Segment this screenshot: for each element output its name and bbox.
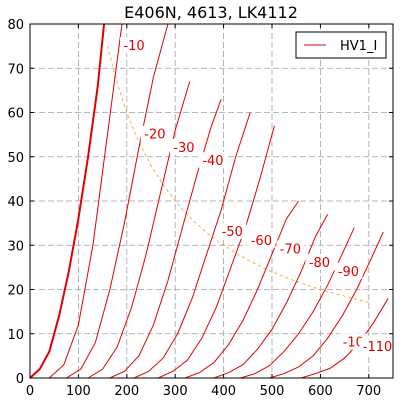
y-tick-label: 40 [7,195,24,210]
curve-label-text: -20 [144,128,165,143]
x-tick-label: 100 [66,384,91,399]
series-line-neg60 [158,125,275,378]
curve-label: -90 [334,262,363,280]
curve-label-bg [334,262,363,279]
legend-entry: HV1_I [340,39,377,54]
series-line-neg40 [109,99,222,378]
y-tick-label: 80 [7,18,24,33]
chart-title: E406N, 4613, LK4112 [124,3,298,22]
curve-label-text: -50 [222,225,243,240]
curve-label-bg [198,152,227,169]
x-tick-label: 0 [26,384,34,399]
y-tick-label: 70 [7,62,24,77]
curve-label-bg [359,338,393,355]
series-line-neg80 [213,214,329,378]
series-line-neg10 [49,24,123,378]
legend: HV1_I [295,31,387,59]
curve-label: -80 [305,253,334,271]
y-tick-label: 10 [7,328,24,343]
curve-label: -70 [276,240,305,258]
curve-label: -30 [169,138,198,156]
curve-label-text: -10 [123,39,144,54]
y-tick-label: 60 [7,107,24,122]
x-tick-label: 500 [260,384,285,399]
curve-label-bg [218,222,247,239]
x-tick-label: 600 [308,384,333,399]
x-tick-label: 300 [163,384,188,399]
plot-area: -10-20-30-40-50-60-70-80-90-10-110 [30,24,393,378]
axes: 0 100 200 300 400 500 600 700 0 10 20 30 40 50 60 70 80 [7,18,394,399]
series-line-neg110 [300,298,389,378]
x-tick-label: 200 [114,384,139,399]
curve-label-text: -80 [309,256,330,271]
series-line-neg20 [66,24,169,378]
y-tick-label: 30 [7,239,24,254]
curve-label-text: -110 [363,340,393,355]
series-line-neg70 [184,200,300,378]
curve-label-text: -60 [251,234,272,249]
y-tick-label: 0 [16,372,24,387]
curve-label: -20 [140,125,169,143]
curve-label: -50 [218,222,247,240]
series-line-neg100 [269,231,384,378]
curve-label-bg [276,240,305,257]
y-tick-label: 50 [7,151,24,166]
grid [30,24,393,378]
curve-label-bg [305,253,334,270]
curve-label-bg [120,37,149,54]
x-tick-label: 400 [211,384,236,399]
series-line-0 [30,24,106,378]
curve-label-text: -70 [280,243,301,258]
curve-label-text: -40 [202,154,223,169]
curve-label-text: -90 [338,265,359,280]
series-line-neg50 [133,112,251,378]
curve-label-text: -30 [173,141,194,156]
y-tick-label: 20 [7,284,24,299]
curve-label-bg [247,231,276,248]
curve-label-bg [140,125,169,142]
curve-label-text: -10 [343,336,364,351]
curve-label: -60 [247,231,276,249]
curve-label: -40 [198,152,227,169]
curve-label: -110 [359,338,393,355]
curve-label: -10 [120,37,149,54]
x-tick-label: 700 [356,384,381,399]
curve-label-bg [169,138,198,155]
